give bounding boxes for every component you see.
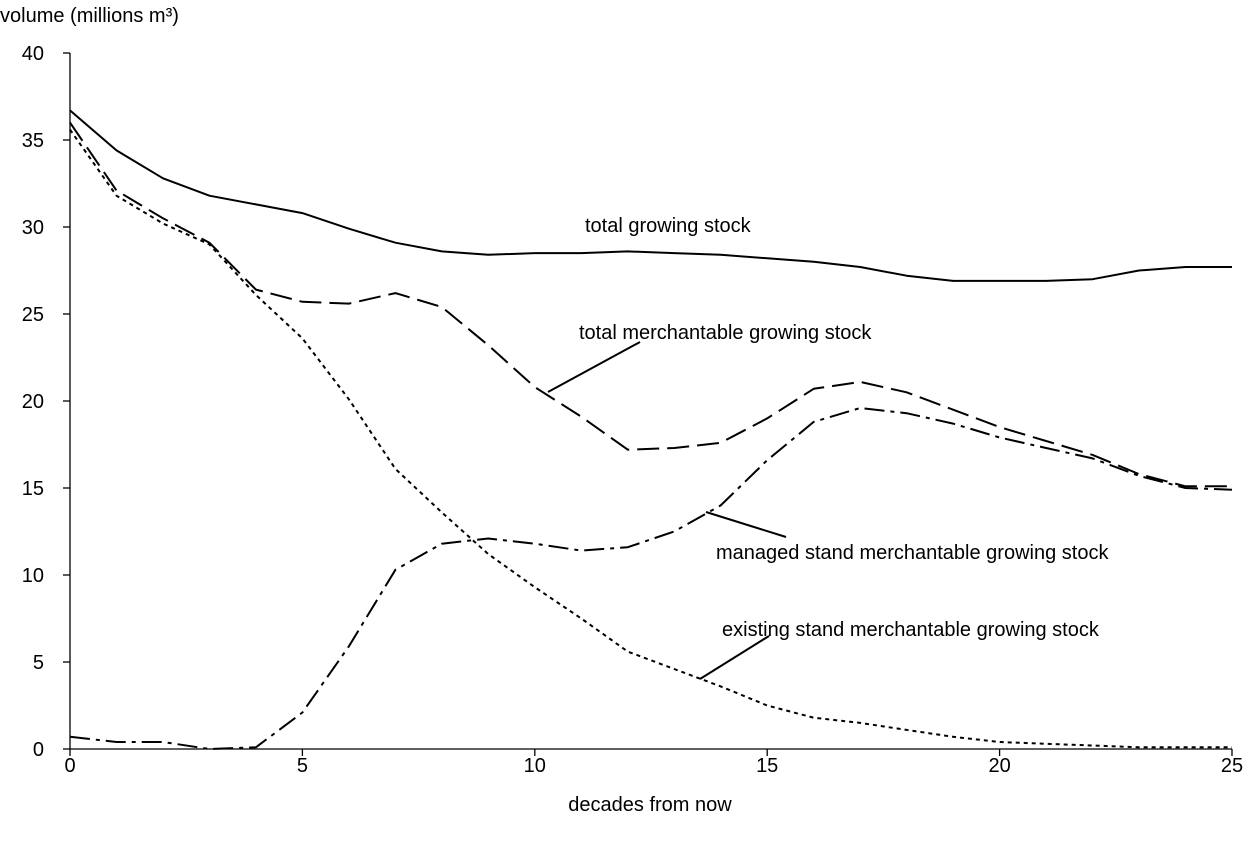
series-layer	[69, 109, 1233, 750]
callout-leader-managed-stand	[705, 511, 787, 538]
y-tick-label: 30	[22, 217, 44, 239]
y-tick-label: 40	[22, 43, 44, 65]
y-ticks: 0 5 10 15 20 25 30 35 40	[22, 43, 70, 761]
annotation-existing-stand-merchantable-growing-stock: existing stand merchantable growing stoc…	[722, 619, 1100, 641]
series-line-total-growing-stock	[69, 109, 1232, 282]
y-axis-title: volume (millions m³)	[0, 5, 179, 27]
annotation-total-merchantable-growing-stock: total merchantable growing stock	[579, 322, 872, 344]
x-tick-label: 5	[297, 755, 308, 777]
series-line-existing-stand-merchantable-growing-stock	[69, 129, 1232, 749]
y-tick-label: 35	[22, 130, 44, 152]
x-tick-label: 0	[64, 755, 75, 777]
y-tick-label: 5	[33, 652, 44, 674]
x-tick-label: 25	[1221, 755, 1243, 777]
callout-leader-existing-stand	[699, 635, 770, 680]
annotation-total-growing-stock: total growing stock	[585, 215, 752, 237]
annotation-managed-stand-merchantable-growing-stock: managed stand merchantable growing stock	[716, 542, 1109, 564]
callouts: total growing stock total merchantable g…	[547, 215, 1109, 680]
y-tick-label: 10	[22, 565, 44, 587]
axes	[69, 53, 1232, 750]
y-tick-label: 20	[22, 391, 44, 413]
y-tick-label: 0	[33, 739, 44, 761]
x-tick-label: 10	[524, 755, 546, 777]
y-tick-label: 15	[22, 478, 44, 500]
series-line-managed-stand-merchantable-growing-stock	[69, 407, 1233, 750]
x-tick-label: 15	[756, 755, 778, 777]
series-line-total-merchantable-growing-stock	[69, 122, 1232, 488]
callout-leader-total-merchantable	[547, 341, 641, 393]
x-ticks: 0 5 10 15 20 25	[64, 749, 1243, 777]
x-tick-label: 20	[988, 755, 1010, 777]
x-axis-title: decades from now	[568, 794, 732, 816]
y-tick-label: 25	[22, 304, 44, 326]
